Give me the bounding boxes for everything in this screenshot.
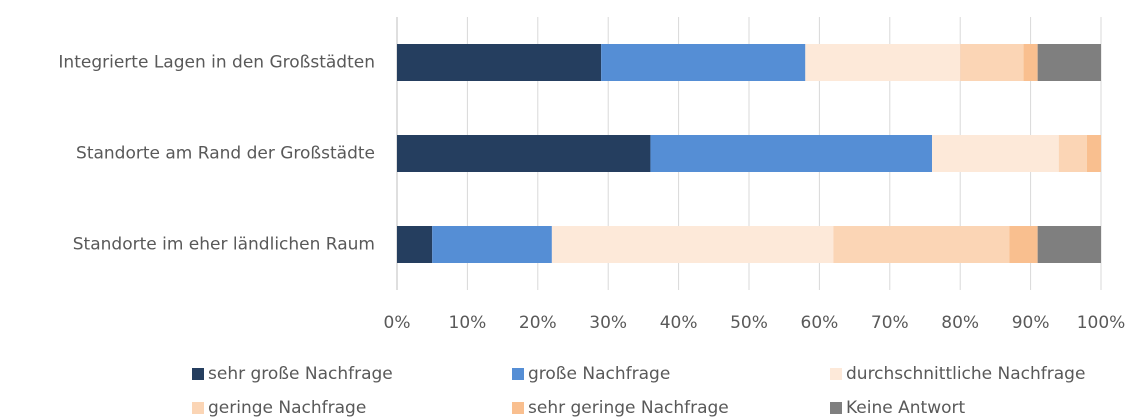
legend-label: durchschnittliche Nachfrage: [846, 364, 1085, 384]
bar-segment: [650, 135, 933, 172]
bar-segment: [1009, 226, 1038, 263]
bar-segment: [1058, 135, 1087, 172]
x-tick-label: 60%: [801, 313, 839, 333]
legend-label: sehr große Nachfrage: [208, 364, 393, 384]
bar-segment: [932, 135, 1059, 172]
x-tick-label: 70%: [871, 313, 909, 333]
bar-segment: [960, 44, 1024, 81]
bar-segment: [397, 135, 651, 172]
legend-swatch: [830, 368, 842, 380]
bar-segment: [432, 226, 552, 263]
bar-segment: [1037, 44, 1101, 81]
bar-segment: [397, 44, 602, 81]
x-tick-label: 10%: [449, 313, 487, 333]
bar-segment: [397, 226, 433, 263]
bar-segment: [551, 226, 834, 263]
legend-label: sehr geringe Nachfrage: [528, 398, 729, 417]
x-tick-label: 20%: [519, 313, 557, 333]
bar-segment: [1023, 44, 1038, 81]
y-tick-label: Integrierte Lagen in den Großstädten: [58, 53, 375, 73]
legend-label: geringe Nachfrage: [208, 398, 366, 417]
y-tick-label: Standorte im eher ländlichen Raum: [73, 235, 375, 255]
legend-swatch: [512, 368, 524, 380]
x-tick-label: 80%: [941, 313, 979, 333]
x-tick-label: 50%: [730, 313, 768, 333]
y-tick-label: Standorte am Rand der Großstädte: [76, 144, 375, 164]
legend-label: große Nachfrage: [528, 364, 670, 384]
legend-swatch: [192, 368, 204, 380]
x-tick-label: 30%: [589, 313, 627, 333]
bar-segment: [833, 226, 1010, 263]
legend-swatch: [830, 402, 842, 414]
bar-segment: [805, 44, 961, 81]
bar-segment: [1037, 226, 1101, 263]
x-tick-label: 40%: [660, 313, 698, 333]
x-tick-label: 0%: [384, 313, 411, 333]
legend-swatch: [192, 402, 204, 414]
bar-segment: [1086, 135, 1101, 172]
x-tick-label: 100%: [1077, 313, 1126, 333]
legend-label: Keine Antwort: [846, 398, 965, 417]
legend-swatch: [512, 402, 524, 414]
x-tick-label: 90%: [1012, 313, 1050, 333]
bar-segment: [601, 44, 806, 81]
